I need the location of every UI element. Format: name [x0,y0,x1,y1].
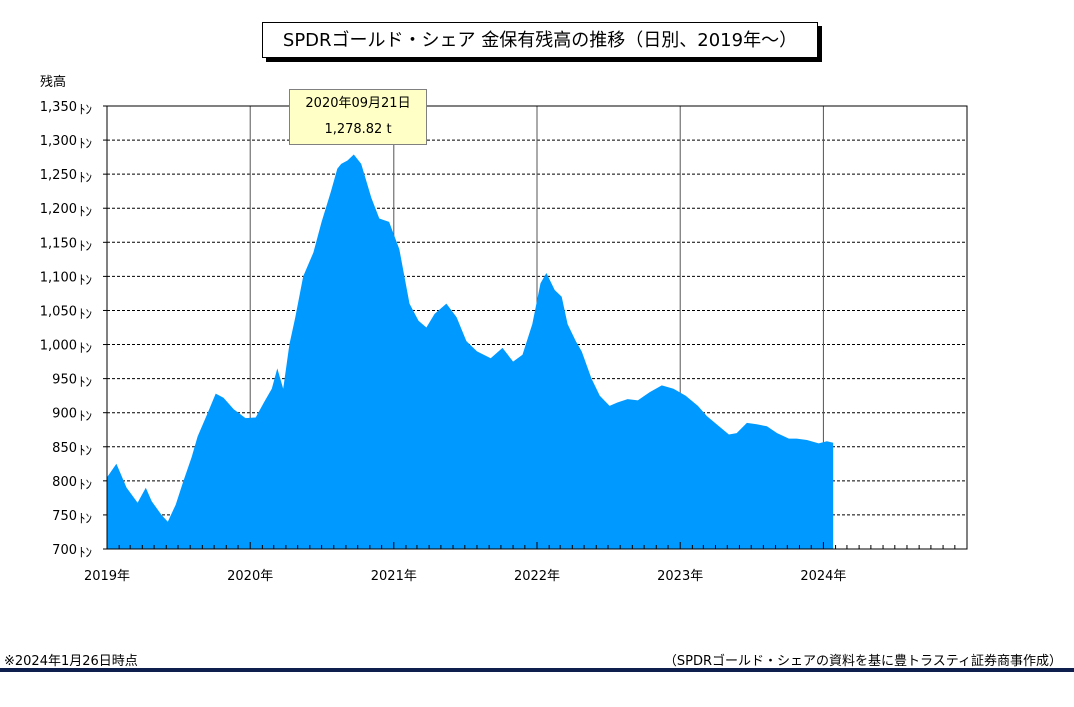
chart-title: SPDRゴールド・シェア 金保有残高の推移（日別、2019年～） [262,22,818,58]
y-tick-unit: ﾄﾝ [79,307,92,322]
y-tick-label: 1,000 [40,339,77,354]
y-tick-unit: ﾄﾝ [79,410,92,425]
y-tick-label: 1,150 [40,236,77,251]
y-tick-label: 1,100 [40,270,77,285]
y-tick-label: 1,200 [40,202,77,217]
y-tick-unit: ﾄﾝ [79,205,92,220]
y-tick-unit: ﾄﾝ [79,239,92,254]
y-tick-unit: ﾄﾝ [79,444,92,459]
y-tick-label: 1,050 [40,304,77,319]
y-tick-label: 850 [52,441,77,456]
y-tick-unit: ﾄﾝ [79,171,92,186]
tooltip-value: 1,278.82 t [324,122,392,137]
y-tick-label: 750 [52,509,77,524]
source-note: （SPDRゴールド・シェアの資料を基に豊トラスティ証券商事作成） [663,654,1062,669]
y-tick-unit: ﾄﾝ [79,546,92,561]
x-tick-label: 2023年 [657,569,703,584]
y-tick-unit: ﾄﾝ [79,376,92,391]
y-tick-label: 1,250 [40,168,77,183]
y-tick-unit: ﾄﾝ [79,273,92,288]
y-tick-label: 1,300 [40,134,77,149]
y-tick-unit: ﾄﾝ [79,137,92,152]
y-tick-label: 900 [52,407,77,422]
footnote: ※2024年1月26日時点 [4,654,138,669]
y-tick-unit: ﾄﾝ [79,342,92,357]
y-tick-label: 800 [52,475,77,490]
y-tick-label: 700 [52,543,77,558]
tooltip-callout: 2020年09月21日 1,278.82 t [289,89,427,145]
y-axis-label: 残高 [40,74,66,90]
y-tick-label: 1,350 [40,100,77,115]
area-series-gold-holdings [107,154,834,549]
x-tick-label: 2020年 [227,569,273,584]
x-tick-label: 2022年 [514,569,560,584]
x-tick-label: 2019年 [84,569,130,584]
bottom-rule [0,668,1074,672]
tooltip-date: 2020年09月21日 [305,96,411,111]
y-tick-label: 950 [52,373,77,388]
x-tick-label: 2024年 [800,569,846,584]
y-tick-unit: ﾄﾝ [79,478,92,493]
y-tick-unit: ﾄﾝ [79,103,92,118]
y-tick-unit: ﾄﾝ [79,512,92,527]
x-tick-label: 2021年 [371,569,417,584]
